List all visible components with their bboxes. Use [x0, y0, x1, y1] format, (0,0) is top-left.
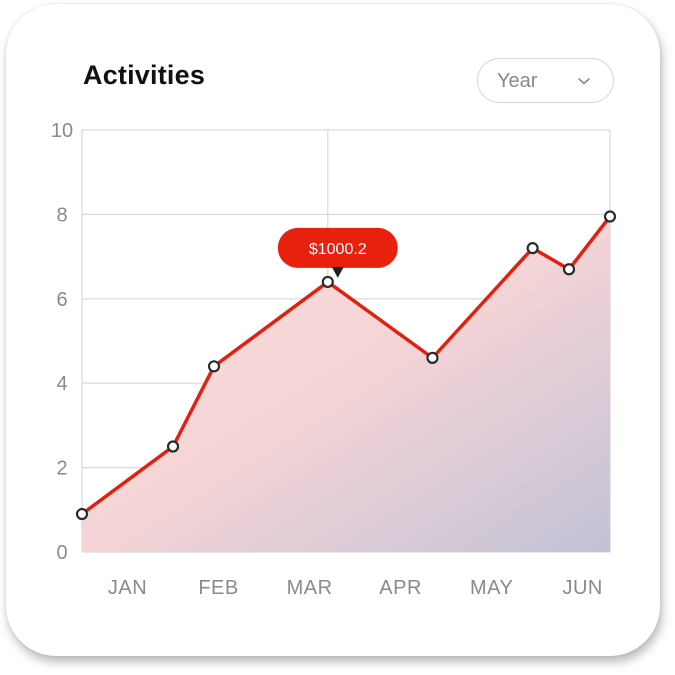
chevron-down-icon [578, 78, 590, 85]
y-tick-label: 8 [56, 204, 67, 226]
data-point[interactable] [526, 242, 539, 255]
period-dropdown[interactable]: Year [477, 58, 614, 103]
period-dropdown-label: Year [497, 70, 538, 92]
y-tick-label: 4 [56, 373, 67, 395]
x-tick-label: JUN [562, 577, 602, 599]
data-point[interactable] [321, 275, 334, 289]
y-tick-label: 0 [56, 542, 67, 564]
series-area [82, 216, 610, 552]
x-tick-label: JAN [108, 577, 147, 599]
x-tick-label: MAY [470, 577, 513, 599]
data-point[interactable] [166, 440, 180, 453]
tooltip-label: $1000.2 [309, 241, 367, 258]
data-point[interactable] [426, 351, 439, 364]
value-tooltip: $1000.2 [277, 227, 398, 278]
series-line [80, 214, 612, 516]
y-tick-label: 10 [51, 120, 73, 142]
x-tick-label: MAR [287, 577, 333, 599]
y-tick-label: 6 [56, 289, 67, 311]
y-tick-label: 2 [56, 458, 67, 480]
data-point[interactable] [603, 210, 617, 223]
x-tick-label: APR [379, 577, 422, 599]
data-point[interactable] [75, 507, 89, 521]
tooltip-pointer [331, 266, 344, 278]
x-tick-label: FEB [198, 577, 238, 599]
data-point[interactable] [207, 360, 221, 373]
card-title: Activities [83, 60, 206, 90]
data-point[interactable] [562, 263, 576, 276]
tooltip-bubble [277, 227, 398, 268]
